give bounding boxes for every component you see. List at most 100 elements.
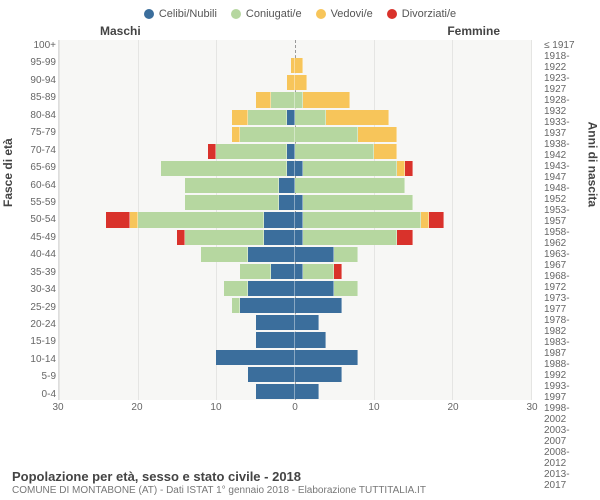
bar-segment [303,195,413,210]
female-half [295,92,531,107]
bar-segment [295,247,334,262]
pyramid-row [59,281,531,296]
chart-area: Fasce di età Anni di nascita 100+95-9990… [10,40,590,420]
bar-segment [185,178,279,193]
bar-segment [287,75,295,90]
bar-segment [279,195,295,210]
bar-segment [201,247,248,262]
bar-segment [240,298,295,313]
x-tick: 10 [368,402,379,413]
bar-segment [421,212,429,227]
age-label: 35-39 [10,267,56,278]
bar-segment [130,212,138,227]
bar-segment [303,230,397,245]
bar-segment [397,230,413,245]
pyramid-row [59,350,531,365]
bar-segment [264,230,295,245]
pyramid-row [59,195,531,210]
female-half [295,195,531,210]
chart-footer: Popolazione per età, sesso e stato civil… [12,469,426,496]
birth-label: 1928-1932 [544,95,590,117]
bar-segment [303,264,334,279]
male-half [59,161,295,176]
male-half [59,367,295,382]
birth-label: 1933-1937 [544,117,590,139]
female-half [295,161,531,176]
age-label: 70-74 [10,145,56,156]
female-half [295,350,531,365]
pyramid-row [59,92,531,107]
female-half [295,298,531,313]
female-half [295,367,531,382]
bar-segment [295,212,303,227]
male-half [59,144,295,159]
age-label: 20-24 [10,319,56,330]
bar-segment [177,230,185,245]
age-label: 60-64 [10,180,56,191]
birth-label: 1983-1987 [544,337,590,359]
male-half [59,230,295,245]
age-label: 0-4 [10,389,56,400]
bar-segment [185,230,264,245]
age-label: 65-69 [10,162,56,173]
x-tick: 0 [292,402,298,413]
bar-segment [240,127,295,142]
bar-segment [295,384,319,399]
birth-label: 1953-1957 [544,205,590,227]
birth-label: 2008-2012 [544,447,590,469]
female-half [295,315,531,330]
female-half [295,110,531,125]
male-half [59,127,295,142]
bar-segment [208,144,216,159]
bar-segment [295,127,358,142]
female-half [295,212,531,227]
legend-item: Celibi/Nubili [144,8,217,20]
legend-item: Vedovi/e [316,8,373,20]
x-tick: 30 [52,402,63,413]
bar-segment [256,315,295,330]
birth-label: 1958-1962 [544,227,590,249]
pyramid-row [59,161,531,176]
male-half [59,195,295,210]
pyramid-row [59,332,531,347]
legend-label: Celibi/Nubili [159,8,217,20]
male-half [59,212,295,227]
female-half [295,247,531,262]
bar-segment [287,110,295,125]
birth-label: 1978-1982 [544,315,590,337]
age-label: 10-14 [10,354,56,365]
bar-segment [216,144,287,159]
female-half [295,75,531,90]
bar-segment [287,161,295,176]
bar-segment [295,332,326,347]
pyramid-row [59,315,531,330]
bar-segment [216,350,295,365]
age-label: 95-99 [10,57,56,68]
bar-segment [295,58,303,73]
bar-segment [295,178,405,193]
female-half [295,58,531,73]
legend-swatch [231,9,241,19]
birth-label: ≤ 1917 [544,40,590,51]
birth-label: 1973-1977 [544,293,590,315]
bar-segment [295,281,334,296]
male-half [59,58,295,73]
bar-segment [240,264,271,279]
legend-item: Divorziati/e [387,8,456,20]
x-axis: 3020100102030 [58,402,532,420]
legend: Celibi/Nubili Coniugati/e Vedovi/e Divorzia… [0,0,600,24]
male-half [59,92,295,107]
male-half [59,264,295,279]
pyramid-row [59,75,531,90]
male-half [59,110,295,125]
male-half [59,281,295,296]
bar-segment [326,110,389,125]
legend-item: Coniugati/e [231,8,302,20]
bar-segment [303,161,397,176]
age-label: 25-29 [10,302,56,313]
birth-label: 2003-2007 [544,425,590,447]
bar-segment [405,161,413,176]
footer-subtitle: COMUNE DI MONTABONE (AT) - Dati ISTAT 1°… [12,485,426,496]
plot-area [58,40,532,400]
bar-segment [279,178,295,193]
